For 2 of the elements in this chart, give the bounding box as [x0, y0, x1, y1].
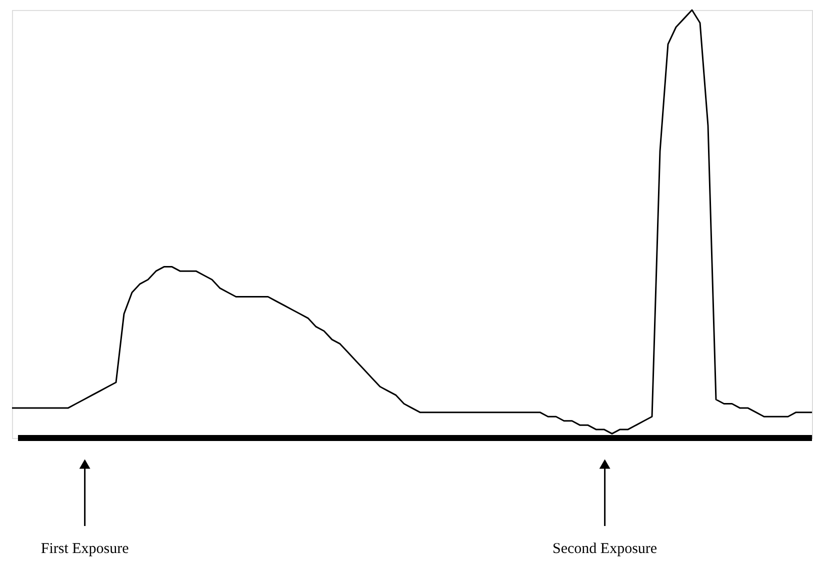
- text: First Exposure: [40, 541, 130, 557]
- text: Second Exposure: [552, 541, 658, 557]
